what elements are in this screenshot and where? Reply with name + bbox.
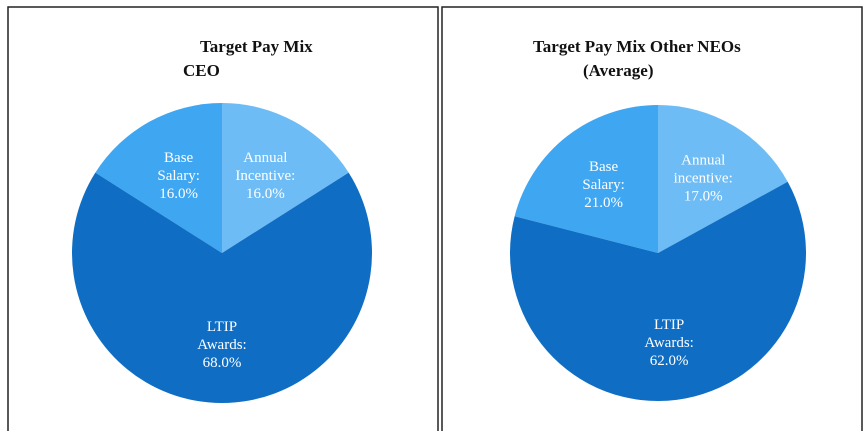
slice-value-label: 62.0% — [650, 353, 689, 369]
chart-subtitle: CEO — [183, 61, 220, 80]
slice-value-label: 16.0% — [159, 186, 198, 202]
slice-label: Annual incentive: — [674, 153, 733, 187]
pie-slice — [514, 105, 658, 253]
pie-slice — [658, 105, 788, 253]
slice-label: Base Salary: — [157, 150, 200, 184]
pie-slice — [72, 172, 373, 403]
chart-title: Target Pay Mix Other NEOs — [533, 37, 741, 56]
chart-title: Target Pay Mix — [200, 37, 313, 56]
pie-slice — [95, 103, 222, 253]
slice-value-label: 16.0% — [246, 186, 285, 202]
slice-value-label: 21.0% — [584, 195, 623, 211]
chart-subtitle: (Average) — [583, 61, 653, 80]
slice-label: LTIP Awards: — [644, 317, 693, 351]
slice-label: Base Salary: — [582, 159, 625, 193]
slice-label: LTIP Awards: — [197, 319, 246, 353]
slice-value-label: 17.0% — [684, 189, 723, 205]
pie-slice — [222, 103, 349, 253]
slice-value-label: 68.0% — [203, 355, 242, 371]
pie-slice — [510, 181, 806, 402]
slice-label: Annual Incentive: — [235, 150, 295, 184]
